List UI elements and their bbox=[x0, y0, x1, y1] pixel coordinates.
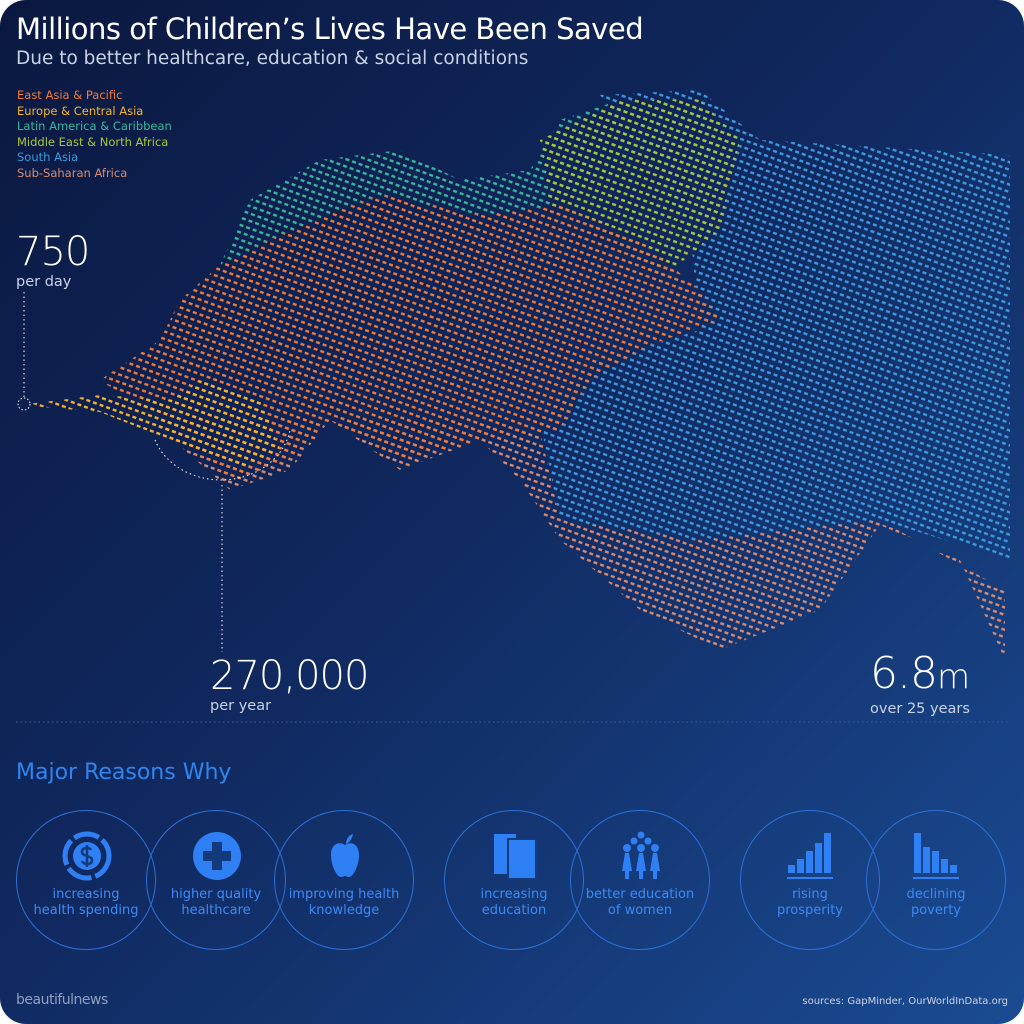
reason-label: declining bbox=[906, 887, 966, 902]
sources-note: sources: GapMinder, OurWorldInData.org bbox=[802, 996, 1008, 1007]
legend: East Asia & Pacific Europe & Central Asi… bbox=[17, 88, 172, 181]
brand-logo: beautifulnews bbox=[16, 992, 108, 1008]
reason-label: poverty bbox=[910, 903, 962, 918]
legend-item-east-asia: East Asia & Pacific bbox=[17, 88, 123, 102]
stat-label: per day bbox=[16, 274, 72, 290]
stat-per-year: 270,000 per year bbox=[210, 653, 369, 715]
stat-unit: m bbox=[936, 657, 970, 697]
reason-education: increasing education bbox=[444, 810, 584, 950]
stat-value: 270,000 bbox=[210, 653, 369, 699]
reason-label: health spending bbox=[33, 903, 139, 918]
stat-value: 6.8 bbox=[870, 648, 938, 699]
reason-label: increasing bbox=[480, 887, 548, 902]
reason-label: improving health bbox=[288, 887, 400, 902]
page-subtitle: Due to better healthcare, education & so… bbox=[16, 48, 529, 69]
page-title: Millions of Children’s Lives Have Been S… bbox=[16, 12, 644, 46]
reason-label: of women bbox=[607, 903, 673, 918]
stat-label: per year bbox=[210, 698, 272, 714]
region-south-asia bbox=[540, 90, 1010, 560]
per-year-arc bbox=[154, 429, 291, 481]
region-sub-saharan-africa bbox=[150, 420, 1005, 660]
legend-item-sub-saharan: Sub-Saharan Africa bbox=[17, 165, 128, 180]
region-middle-east bbox=[540, 100, 740, 280]
reason-label: prosperity bbox=[776, 903, 844, 918]
per-day-marker bbox=[17, 397, 31, 411]
legend-item-latin-america: Latin America & Caribbean bbox=[17, 119, 172, 133]
medical-cross-icon bbox=[193, 832, 241, 880]
stat-label: over 25 years bbox=[870, 701, 970, 717]
reason-prosperity: rising prosperity bbox=[740, 810, 880, 950]
reason-label: better education bbox=[585, 887, 695, 902]
women-group-icon bbox=[622, 831, 660, 879]
reason-label: knowledge bbox=[308, 903, 380, 918]
apple-icon bbox=[331, 834, 359, 877]
stat-total: 6.8m over 25 years bbox=[870, 652, 970, 718]
books-icon bbox=[494, 834, 537, 880]
dollar-coin-icon bbox=[62, 831, 112, 881]
rising-bars-icon bbox=[787, 833, 833, 879]
reason-label: education bbox=[481, 903, 547, 918]
reason-poverty: declining poverty bbox=[866, 810, 1006, 950]
reason-women-education: better education of women bbox=[570, 810, 710, 950]
reason-health-knowledge: improving health knowledge bbox=[274, 810, 414, 950]
legend-item-middle-east: Middle East & North Africa bbox=[17, 134, 169, 149]
legend-item-south-asia: South Asia bbox=[17, 150, 79, 164]
reason-label: increasing bbox=[52, 887, 120, 902]
reasons-heading: Major Reasons Why bbox=[16, 760, 232, 785]
children-dot-stream bbox=[16, 90, 1010, 723]
reason-health-spending: increasing health spending bbox=[16, 810, 156, 950]
region-europe bbox=[20, 380, 280, 470]
legend-item-europe: Europe & Central Asia bbox=[17, 103, 144, 118]
stat-per-day: 750 per day bbox=[16, 229, 90, 291]
reason-label: healthcare bbox=[181, 903, 251, 918]
region-latin-america bbox=[220, 100, 640, 265]
reason-label: rising bbox=[792, 887, 828, 902]
reason-label: higher quality bbox=[170, 887, 262, 902]
reason-healthcare: higher quality healthcare bbox=[146, 810, 286, 950]
stat-value: 750 bbox=[16, 229, 90, 275]
declining-bars-icon bbox=[913, 833, 959, 879]
